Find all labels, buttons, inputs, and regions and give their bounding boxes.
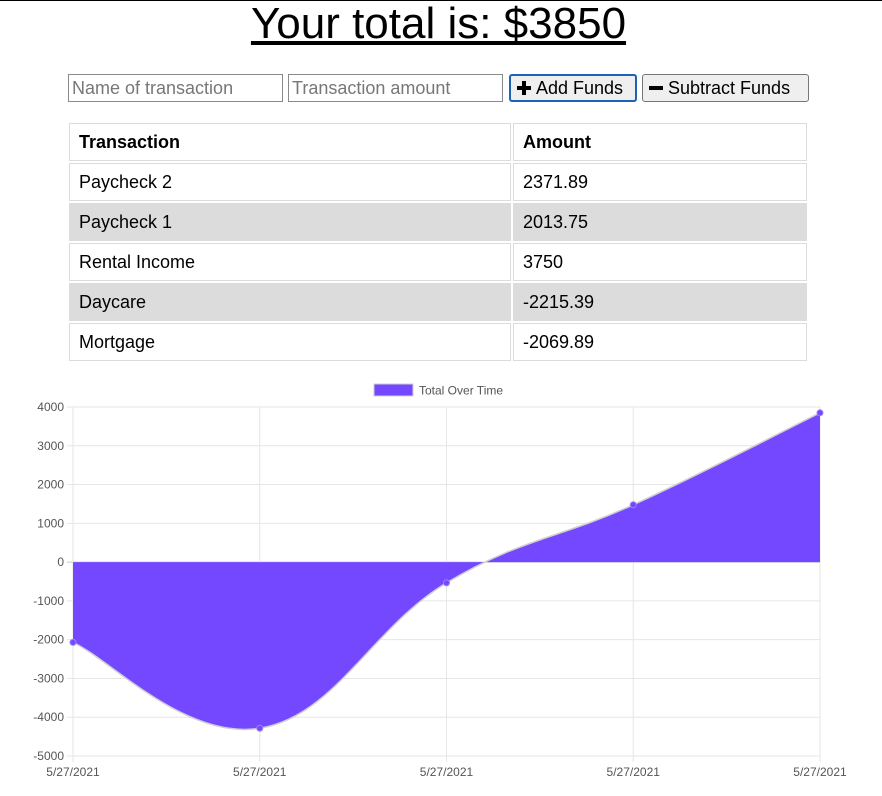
transaction-amount-cell: 2013.75 xyxy=(513,203,807,241)
plus-icon xyxy=(517,81,531,95)
y-tick-label: 3000 xyxy=(37,439,64,453)
column-header-transaction: Transaction xyxy=(69,123,511,161)
x-tick-label: 5/27/2021 xyxy=(420,765,474,779)
area-fill xyxy=(73,412,820,730)
table-row: Daycare -2215.39 xyxy=(69,283,807,321)
table-row: Paycheck 2 2371.89 xyxy=(69,163,807,201)
data-point xyxy=(629,501,637,509)
y-tick-label: 4000 xyxy=(37,400,64,414)
total-heading: Your total is: $3850 xyxy=(250,0,627,48)
subtract-funds-button[interactable]: Subtract Funds xyxy=(642,74,809,102)
transaction-amount-cell: -2215.39 xyxy=(513,283,807,321)
transaction-name-cell: Rental Income xyxy=(69,243,511,281)
transactions-table: Transaction Amount Paycheck 2 2371.89 Pa… xyxy=(67,121,809,363)
legend-swatch xyxy=(373,383,414,397)
x-tick-label: 5/27/2021 xyxy=(233,765,287,779)
transaction-name-cell: Mortgage xyxy=(69,323,511,361)
chart-svg: Total Over Time 4000 3000 2000 1000 0 -1000 -20… xyxy=(33,383,847,779)
add-funds-label: Add Funds xyxy=(536,77,624,98)
column-header-amount: Amount xyxy=(513,123,807,161)
y-tick-label: 0 xyxy=(57,555,64,569)
table-row: Mortgage -2069.89 xyxy=(69,323,807,361)
total-over-time-chart: Total Over Time 4000 3000 2000 1000 0 -1000 -20… xyxy=(0,378,882,791)
transaction-name-cell: Paycheck 1 xyxy=(69,203,511,241)
transaction-amount-cell: -2069.89 xyxy=(513,323,807,361)
legend-label: Total Over Time xyxy=(419,384,503,398)
x-tick-label: 5/27/2021 xyxy=(46,765,100,779)
y-tick-label: -1000 xyxy=(33,594,64,608)
x-tick-label: 5/27/2021 xyxy=(607,765,661,779)
table-row: Rental Income 3750 xyxy=(69,243,807,281)
transaction-name-cell: Daycare xyxy=(69,283,511,321)
y-tick-label: -5000 xyxy=(33,749,64,763)
transaction-amount-cell: 2371.89 xyxy=(513,163,807,201)
y-tick-label: -2000 xyxy=(33,633,64,647)
y-tick-label: 1000 xyxy=(37,516,64,530)
y-tick-label: -3000 xyxy=(33,671,64,685)
x-tick-label: 5/27/2021 xyxy=(793,765,847,779)
table-header-row: Transaction Amount xyxy=(69,123,807,161)
data-point xyxy=(69,638,77,646)
transaction-amount-cell: 3750 xyxy=(513,243,807,281)
subtract-funds-label: Subtract Funds xyxy=(668,77,791,98)
y-tick-label: 2000 xyxy=(37,478,64,492)
data-point xyxy=(443,579,450,587)
data-point xyxy=(256,724,264,732)
table-row: Paycheck 1 2013.75 xyxy=(69,203,807,241)
transaction-amount-input[interactable] xyxy=(288,74,503,102)
y-tick-label: -4000 xyxy=(33,710,64,724)
add-funds-button[interactable]: Add Funds xyxy=(509,74,637,102)
minus-icon xyxy=(649,81,663,95)
transaction-name-input[interactable] xyxy=(68,74,283,102)
transaction-name-cell: Paycheck 2 xyxy=(69,163,511,201)
series-line xyxy=(72,412,821,731)
top-border xyxy=(0,0,882,1)
data-point xyxy=(816,409,824,417)
